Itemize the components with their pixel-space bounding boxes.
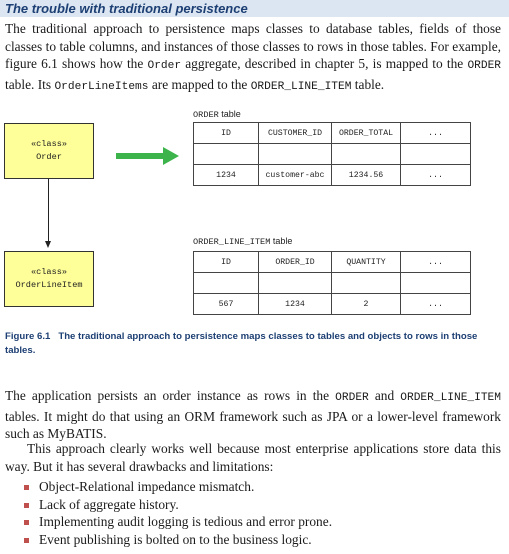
intro-text-2: aggregate, described in chapter 5, is ma… [181,56,468,72]
order-col-more: ... [400,122,471,144]
order-table-suffix: table [218,109,241,119]
body-paragraph-1: The application persists an order instan… [5,387,501,443]
order-table: ID CUSTOMER_ID ORDER_TOTAL ... 1234 cust… [193,122,471,186]
order-cell-order-total: 1234.56 [331,164,401,186]
line-item-col-quantity: QUANTITY [331,251,401,273]
order-line-item-class-box: «class» OrderLineItem [4,251,94,307]
code-order-line-item-2: ORDER_LINE_ITEM [400,392,501,404]
order-table-row: 1234 customer-abc 1234.56 ... [193,164,471,186]
line-item-col-order-id: ORDER_ID [258,251,332,273]
drawbacks-list: Object-Relational impedance mismatch. La… [24,478,332,548]
figure-caption: Figure 6.1 The traditional approach to p… [5,330,495,358]
line-item-class-stereotype: «class» [30,267,68,277]
line-item-cell-quantity: 2 [331,293,401,315]
order-table-name: ORDER [193,110,219,120]
line-item-cell-id: 567 [193,293,259,315]
line-item-table-title: ORDER_LINE_ITEM table [193,236,292,247]
line-item-table-row: 567 1234 2 ... [193,293,471,315]
line-item-cell-order-id: 1234 [258,293,332,315]
body-text-3: tables. It might do that using an ORM fr… [5,408,501,442]
body-text-1: The application persists an order instan… [5,388,336,403]
order-class-stereotype: «class» [30,139,68,149]
code-order-line-item-table: ORDER_LINE_ITEM [250,80,352,93]
composition-arrowhead [45,241,51,248]
order-class-name: Order [36,152,62,162]
intro-text-4: are mapped to the [148,76,251,92]
line-item-col-more: ... [400,251,471,273]
figure-number: Figure 6.1 [5,331,51,342]
order-table-header-row: ID CUSTOMER_ID ORDER_TOTAL ... [193,122,471,144]
order-col-id: ID [193,122,259,144]
mapping-arrow-icon [163,147,179,165]
intro-text-1: The traditional approach to persistence … [5,21,501,72]
section-header: The trouble with traditional persistence [0,0,509,17]
intro-text-5: table. [351,76,385,92]
order-cell-id: 1234 [193,164,259,186]
intro-text-3: table. Its [5,76,55,92]
line-item-table-empty-row [193,272,471,294]
list-item: Implementing audit logging is tedious an… [24,513,332,531]
line-item-table-name: ORDER_LINE_ITEM [193,237,271,247]
order-cell-more: ... [400,164,471,186]
list-item: Event publishing is bolted on to the bus… [24,531,332,549]
line-item-cell-more: ... [400,293,471,315]
order-class-box: «class» Order [4,123,94,179]
line-item-table-suffix: table [270,236,293,246]
body-paragraph-2: This approach clearly works well because… [5,441,501,474]
figure-caption-text: The traditional approach to persistence … [5,331,478,356]
order-table-title: ORDER table [193,109,241,120]
order-col-customer-id: CUSTOMER_ID [258,122,332,144]
composition-line [48,179,49,244]
order-line-item-table: ID ORDER_ID QUANTITY ... 567 1234 2 ... [193,251,471,315]
line-item-col-id: ID [193,251,259,273]
list-item: Lack of aggregate history. [24,496,332,514]
code-order-table: ORDER [467,60,502,73]
body-text-2: and [368,388,401,403]
section-title: The trouble with traditional persistence [5,1,248,16]
mapping-arrow-shaft [116,153,164,159]
order-cell-customer-id: customer-abc [258,164,332,186]
list-item: Object-Relational impedance mismatch. [24,478,332,496]
code-order: Order [147,60,182,73]
intro-paragraph: The traditional approach to persistence … [5,20,501,96]
line-item-table-header-row: ID ORDER_ID QUANTITY ... [193,251,471,273]
order-col-order-total: ORDER_TOTAL [331,122,401,144]
code-order-line-items: OrderLineItems [54,80,149,93]
code-order-2: ORDER [335,392,369,404]
line-item-class-name: OrderLineItem [15,280,83,290]
order-table-empty-row [193,143,471,165]
